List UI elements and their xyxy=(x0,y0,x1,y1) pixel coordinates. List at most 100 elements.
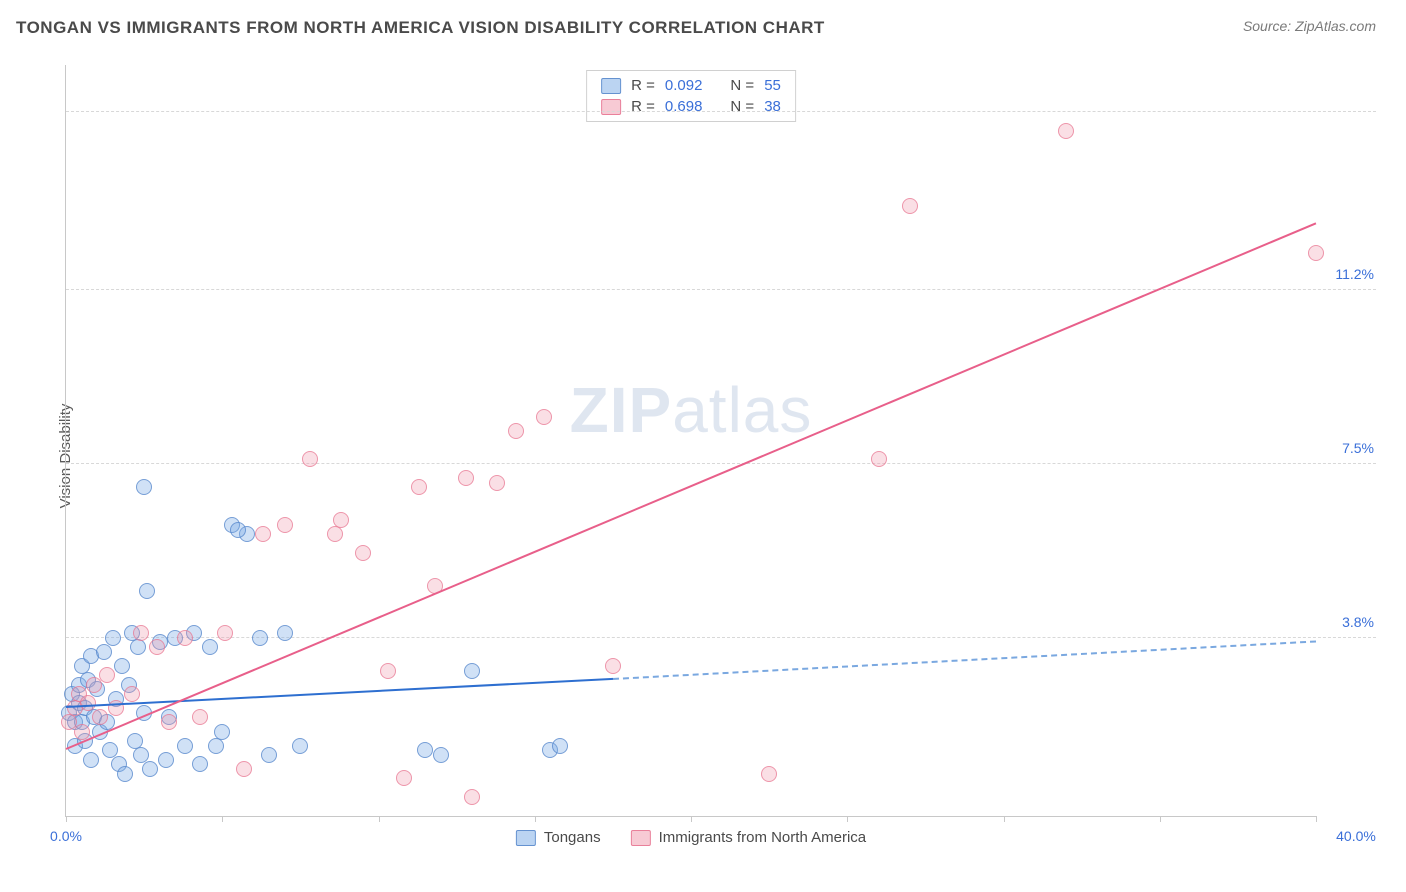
y-tick-label: 11.2% xyxy=(1335,266,1374,282)
data-point xyxy=(327,526,343,542)
data-point xyxy=(74,724,90,740)
data-point xyxy=(158,752,174,768)
n-value: 38 xyxy=(764,98,781,115)
data-point xyxy=(80,695,96,711)
data-point xyxy=(105,630,121,646)
data-point xyxy=(255,526,271,542)
data-point xyxy=(139,583,155,599)
data-point xyxy=(83,752,99,768)
trend-line xyxy=(613,640,1316,680)
data-point xyxy=(277,625,293,641)
data-point xyxy=(177,738,193,754)
data-point xyxy=(96,644,112,660)
data-point xyxy=(117,766,133,782)
data-point xyxy=(1058,123,1074,139)
legend-item: Tongans xyxy=(516,829,601,846)
chart-header: TONGAN VS IMMIGRANTS FROM NORTH AMERICA … xyxy=(0,0,1406,46)
data-point xyxy=(508,423,524,439)
data-point xyxy=(124,686,140,702)
data-point xyxy=(380,663,396,679)
data-point xyxy=(177,630,193,646)
data-point xyxy=(464,789,480,805)
x-tick xyxy=(222,816,223,822)
x-tick xyxy=(1004,816,1005,822)
trend-line xyxy=(66,678,613,708)
data-point xyxy=(902,198,918,214)
swatch-pink xyxy=(601,99,621,115)
data-point xyxy=(417,742,433,758)
swatch-blue xyxy=(601,78,621,94)
data-point xyxy=(1308,245,1324,261)
data-point xyxy=(355,545,371,561)
data-point xyxy=(292,738,308,754)
legend-item: Immigrants from North America xyxy=(631,829,867,846)
legend-label: Tongans xyxy=(544,829,601,846)
data-point xyxy=(433,747,449,763)
x-tick-label: 0.0% xyxy=(50,828,82,844)
x-tick xyxy=(535,816,536,822)
watermark-atlas: atlas xyxy=(672,374,812,446)
data-point xyxy=(411,479,427,495)
data-point xyxy=(192,709,208,725)
data-point xyxy=(302,451,318,467)
x-tick xyxy=(847,816,848,822)
data-point xyxy=(149,639,165,655)
trend-line xyxy=(66,223,1317,751)
data-point xyxy=(130,639,146,655)
data-point xyxy=(277,517,293,533)
data-point xyxy=(464,663,480,679)
data-point xyxy=(114,658,130,674)
legend-label: Immigrants from North America xyxy=(659,829,867,846)
x-tick xyxy=(379,816,380,822)
chart-container: Vision Disability ZIPatlas R = 0.092 N =… xyxy=(55,55,1376,857)
data-point xyxy=(761,766,777,782)
data-point xyxy=(192,756,208,772)
y-tick-label: 3.8% xyxy=(1342,614,1374,630)
n-label: N = xyxy=(730,98,754,115)
data-point xyxy=(208,738,224,754)
x-tick-label: 40.0% xyxy=(1336,828,1376,844)
data-point xyxy=(230,522,246,538)
data-point xyxy=(489,475,505,491)
series-legend: Tongans Immigrants from North America xyxy=(516,829,866,846)
data-point xyxy=(202,639,218,655)
data-point xyxy=(142,761,158,777)
n-value: 55 xyxy=(764,77,781,94)
chart-title: TONGAN VS IMMIGRANTS FROM NORTH AMERICA … xyxy=(16,18,825,38)
data-point xyxy=(552,738,568,754)
stats-row: R = 0.092 N = 55 xyxy=(601,75,781,96)
data-point xyxy=(252,630,268,646)
r-value: 0.698 xyxy=(665,98,703,115)
grid-line xyxy=(66,289,1376,290)
data-point xyxy=(458,470,474,486)
data-point xyxy=(161,714,177,730)
r-label: R = xyxy=(631,77,655,94)
watermark-zip: ZIP xyxy=(570,374,673,446)
swatch-pink xyxy=(631,830,651,846)
n-label: N = xyxy=(730,77,754,94)
x-tick xyxy=(1316,816,1317,822)
data-point xyxy=(396,770,412,786)
grid-line xyxy=(66,111,1376,112)
data-point xyxy=(92,709,108,725)
data-point xyxy=(133,625,149,641)
data-point xyxy=(536,409,552,425)
y-tick-label: 7.5% xyxy=(1342,440,1374,456)
x-tick xyxy=(1160,816,1161,822)
data-point xyxy=(333,512,349,528)
data-point xyxy=(99,667,115,683)
x-tick xyxy=(691,816,692,822)
data-point xyxy=(217,625,233,641)
data-point xyxy=(605,658,621,674)
swatch-blue xyxy=(516,830,536,846)
data-point xyxy=(236,761,252,777)
data-point xyxy=(261,747,277,763)
r-label: R = xyxy=(631,98,655,115)
plot-area: ZIPatlas R = 0.092 N = 55 R = 0.698 N = … xyxy=(65,65,1316,817)
grid-line xyxy=(66,463,1376,464)
stats-legend: R = 0.092 N = 55 R = 0.698 N = 38 xyxy=(586,70,796,122)
chart-source: Source: ZipAtlas.com xyxy=(1243,18,1376,34)
r-value: 0.092 xyxy=(665,77,703,94)
data-point xyxy=(871,451,887,467)
stats-row: R = 0.698 N = 38 xyxy=(601,96,781,117)
